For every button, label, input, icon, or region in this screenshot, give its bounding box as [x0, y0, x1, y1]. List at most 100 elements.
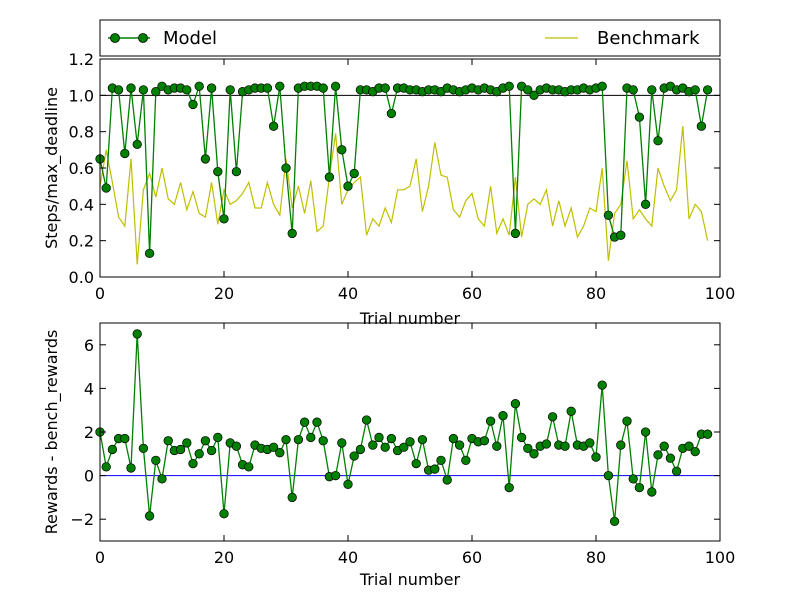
top-data-point [113, 85, 124, 95]
bottom-y-tick-label: 0 [84, 467, 94, 486]
top-data-point [231, 166, 242, 177]
top-data-point [702, 85, 713, 95]
bottom-data-point [120, 433, 130, 444]
bottom-data-point [671, 466, 682, 476]
top-data-point [380, 83, 390, 93]
top-x-tick-label: 0 [95, 284, 105, 303]
legend-benchmark-label: Benchmark [597, 28, 700, 49]
top-data-point [219, 214, 229, 224]
bottom-data-point [634, 482, 645, 493]
top-data-point [324, 172, 335, 182]
bottom-data-point [330, 470, 341, 481]
top-y-tick-label: 0.0 [69, 268, 94, 287]
bottom-y-tick-label: 4 [84, 379, 94, 398]
top-data-point [206, 83, 217, 93]
bottom-data-point [659, 441, 669, 451]
bottom-data-point [498, 411, 508, 421]
top-y-axis-label: Steps/max_deadline [42, 87, 62, 249]
bottom-data-point [560, 441, 570, 451]
bottom-data-point [653, 450, 663, 460]
legend-entry-model: Model [108, 28, 217, 49]
bottom-data-point [126, 463, 136, 473]
bottom-data-point [647, 487, 657, 497]
bottom-data-point [436, 455, 446, 465]
bottom-data-point [411, 458, 421, 469]
bottom-data-point [510, 399, 521, 409]
bottom-data-point [312, 417, 322, 427]
bottom-data-point [361, 415, 372, 425]
bottom-data-point [349, 451, 359, 461]
bottom-data-point [231, 441, 242, 451]
bottom-data-point [163, 436, 173, 446]
bottom-data-point [492, 441, 502, 451]
top-data-point [343, 181, 353, 191]
bottom-x-tick-label: 80 [586, 548, 606, 567]
top-data-point [262, 83, 273, 93]
top-data-point [182, 85, 192, 95]
top-y-tick-label: 1.0 [69, 86, 94, 105]
bottom-data-point [566, 406, 576, 416]
bottom-data-point [101, 462, 111, 472]
top-data-point [337, 145, 347, 155]
bottom-data-point [690, 446, 700, 457]
top-data-point [690, 85, 700, 95]
bottom-data-point [585, 438, 595, 448]
bottom-x-tick-label: 100 [705, 548, 736, 567]
top-plot-ticks: 0 20 40 60 80 100 0.0 0.2 0.4 0.6 0.8 1.0 1.2 [69, 50, 736, 303]
bottom-x-axis-label: Trial number [359, 570, 461, 589]
legend-model-label: Model [163, 28, 217, 49]
bottom-data-point [107, 444, 118, 455]
top-data-point [151, 87, 161, 97]
bottom-data-point [219, 509, 229, 519]
bottom-data-point [182, 438, 192, 448]
bottom-data-point [275, 448, 285, 458]
bottom-data-point [665, 453, 676, 463]
top-series-line-benchmark [99, 126, 709, 265]
bottom-plot-data [95, 329, 720, 527]
top-y-tick-label: 0.8 [69, 123, 94, 142]
top-data-point [281, 163, 291, 173]
bottom-data-point [287, 492, 297, 503]
bottom-data-point [702, 429, 713, 439]
bottom-data-point [479, 436, 490, 446]
bottom-data-point [138, 443, 149, 454]
bottom-data-point [188, 458, 198, 469]
bottom-data-point [628, 474, 638, 484]
bottom-data-point [132, 329, 142, 339]
bottom-data-point [616, 440, 626, 450]
bottom-data-point [337, 438, 347, 448]
top-data-point [225, 85, 235, 95]
top-x-tick-label: 20 [214, 284, 234, 303]
bottom-data-point [157, 474, 167, 484]
bottom-y-tick-label: 2 [84, 423, 94, 442]
bottom-data-point [318, 436, 328, 446]
bottom-y-tick-label: −2 [70, 510, 94, 529]
bottom-data-point [405, 437, 415, 447]
bottom-data-point [640, 427, 651, 437]
top-data-point [213, 166, 223, 177]
bottom-data-point [399, 442, 409, 452]
top-data-point [529, 90, 539, 100]
top-data-point [386, 108, 397, 119]
top-x-tick-label: 100 [705, 284, 736, 303]
top-data-point [647, 85, 657, 95]
top-y-tick-label: 1.2 [69, 50, 94, 69]
top-data-point [318, 83, 328, 93]
bottom-data-point [200, 436, 211, 446]
bottom-data-point [306, 432, 316, 443]
bottom-data-point [485, 416, 496, 426]
bottom-data-point [547, 412, 558, 422]
bottom-data-point [343, 479, 353, 489]
bottom-data-point [448, 433, 459, 444]
bottom-data-point [523, 443, 533, 454]
bottom-data-point [206, 445, 217, 456]
bottom-data-point [430, 464, 440, 474]
bottom-x-tick-label: 60 [462, 548, 482, 567]
bottom-data-point [541, 439, 552, 449]
top-x-tick-label: 80 [586, 284, 606, 303]
bottom-data-point [194, 449, 204, 459]
top-plot-data [95, 81, 720, 265]
top-data-point [504, 81, 514, 91]
top-data-point [138, 85, 149, 95]
